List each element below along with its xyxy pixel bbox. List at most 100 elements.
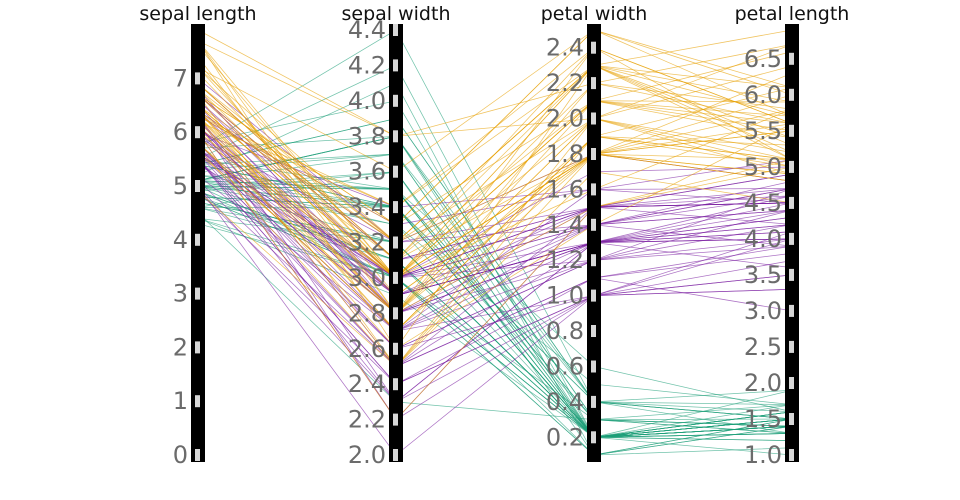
data-line-setosa-13: [197, 223, 793, 456]
data-line-virginica-45: [197, 64, 793, 279]
tick-label: 0.4: [546, 388, 584, 416]
axis-title-sepal_length: sepal length: [139, 3, 256, 25]
tick-mark: [393, 130, 398, 143]
tick-label: 3: [173, 280, 188, 308]
data-line-virginica-41: [197, 64, 793, 261]
tick-mark: [591, 395, 596, 408]
tick-mark: [591, 41, 596, 54]
tick-mark: [393, 271, 398, 284]
data-line-versicolor-37: [197, 115, 793, 403]
tick-mark: [789, 340, 794, 353]
tick-label: 2.4: [348, 370, 386, 398]
tick-label: 4.0: [348, 87, 386, 115]
data-line-versicolor-12: [197, 131, 793, 421]
axis-sepal_width[interactable]: 2.0 2.2 2.4 2.6 2.8 3.0 3.2 3.4 3.6 3.8 4.0 4.2 4.4s…: [342, 3, 451, 469]
tick-label: 5.5: [744, 117, 782, 145]
tick-mark: [195, 287, 200, 300]
tick-label: 0: [173, 441, 188, 469]
tick-mark: [393, 24, 398, 36]
axes: 0 1 2 3 4 5 6 7 sepal length 2.0 2.2 2.4 2.6 2.8 3.0 3.…: [139, 3, 849, 469]
data-line-virginica-48: [197, 64, 793, 208]
tick-mark: [789, 413, 794, 425]
tick-label: 5.0: [744, 153, 782, 181]
tick-label: 2.2: [348, 406, 386, 434]
tick-mark: [195, 449, 200, 461]
tick-label: 0.6: [546, 353, 584, 381]
axis-petal_length[interactable]: 1.0 1.5 2.0 2.5 3.0 3.5 4.0 4.5 5.0 5.5 6.0 6.5 peta…: [735, 3, 850, 469]
tick-label: 3.0: [744, 297, 782, 325]
tick-label: 5: [173, 172, 188, 200]
tick-mark: [393, 413, 398, 426]
data-line-virginica-43: [197, 64, 793, 243]
tick-label: 4.4: [348, 16, 386, 44]
tick-label: 2.0: [744, 369, 782, 397]
axis-title-sepal_width: sepal width: [342, 3, 451, 25]
tick-label: 2.0: [546, 105, 584, 133]
data-line-versicolor-31: [197, 158, 793, 385]
tick-label: 3.5: [744, 261, 782, 289]
tick-mark: [393, 165, 398, 178]
axis-petal_width[interactable]: 0.2 0.4 0.6 0.8 1.0 1.2 1.4 1.6 1.8 2.0 2.2 2.4 peta…: [541, 3, 648, 462]
tick-mark: [195, 395, 200, 408]
tick-mark: [393, 94, 398, 107]
data-line-versicolor-27: [197, 94, 793, 279]
tick-label: 3.8: [348, 122, 386, 150]
tick-mark: [789, 88, 794, 101]
axis-title-petal_width: petal width: [541, 3, 648, 25]
data-line-virginica-19: [197, 131, 793, 421]
axis-title-petal_length: petal length: [735, 3, 850, 25]
tick-label: 4.5: [744, 189, 782, 217]
data-line-versicolor-48: [197, 180, 793, 367]
tick-mark: [789, 268, 794, 281]
tick-label: 2.4: [546, 34, 584, 62]
tick-label: 2.8: [348, 299, 386, 327]
data-lines: [197, 29, 793, 456]
tick-label: 4: [173, 226, 188, 254]
data-line-setosa-7: [197, 185, 793, 438]
tick-mark: [393, 201, 398, 214]
tick-mark: [789, 124, 794, 137]
tick-label: 2.5: [744, 333, 782, 361]
data-line-virginica-44: [197, 29, 793, 226]
axis-sepal_length[interactable]: 0 1 2 3 4 5 6 7 sepal length: [139, 3, 256, 469]
data-line-virginica-33: [197, 115, 793, 314]
tick-label: 3.6: [348, 158, 386, 186]
tick-label: 1.0: [744, 441, 782, 469]
tick-mark: [789, 52, 794, 65]
tick-mark: [195, 72, 200, 85]
tick-label: 1.2: [546, 246, 584, 274]
tick-mark: [591, 183, 596, 196]
data-line-versicolor-43: [197, 185, 793, 403]
axis-bar-petal_width[interactable]: [587, 24, 601, 462]
tick-label: 2.6: [348, 335, 386, 363]
tick-label: 0.8: [546, 317, 584, 345]
tick-mark: [591, 325, 596, 337]
data-line-setosa-6: [197, 206, 793, 427]
tick-mark: [195, 126, 200, 139]
tick-mark: [393, 59, 398, 72]
tick-mark: [789, 449, 794, 461]
data-line-setosa-41: [197, 212, 793, 434]
tick-mark: [591, 289, 596, 302]
tick-label: 4.0: [744, 225, 782, 253]
tick-mark: [591, 431, 596, 444]
tick-label: 1.6: [546, 175, 584, 203]
tick-label: 1: [173, 387, 188, 415]
data-line-virginica-17: [197, 40, 793, 137]
data-line-virginica-2: [197, 72, 793, 279]
data-line-virginica-49: [197, 137, 793, 279]
tick-mark: [393, 307, 398, 320]
tick-label: 2: [173, 333, 188, 361]
data-line-setosa-29: [197, 201, 793, 438]
tick-mark: [393, 378, 398, 391]
tick-mark: [591, 218, 596, 231]
data-line-virginica-37: [197, 110, 793, 261]
tick-mark: [195, 180, 200, 192]
tick-mark: [195, 341, 200, 354]
tick-label: 3.0: [348, 264, 386, 292]
tick-mark: [789, 377, 794, 389]
data-line-virginica-42: [197, 135, 793, 332]
tick-mark: [789, 160, 794, 173]
tick-mark: [789, 304, 794, 317]
